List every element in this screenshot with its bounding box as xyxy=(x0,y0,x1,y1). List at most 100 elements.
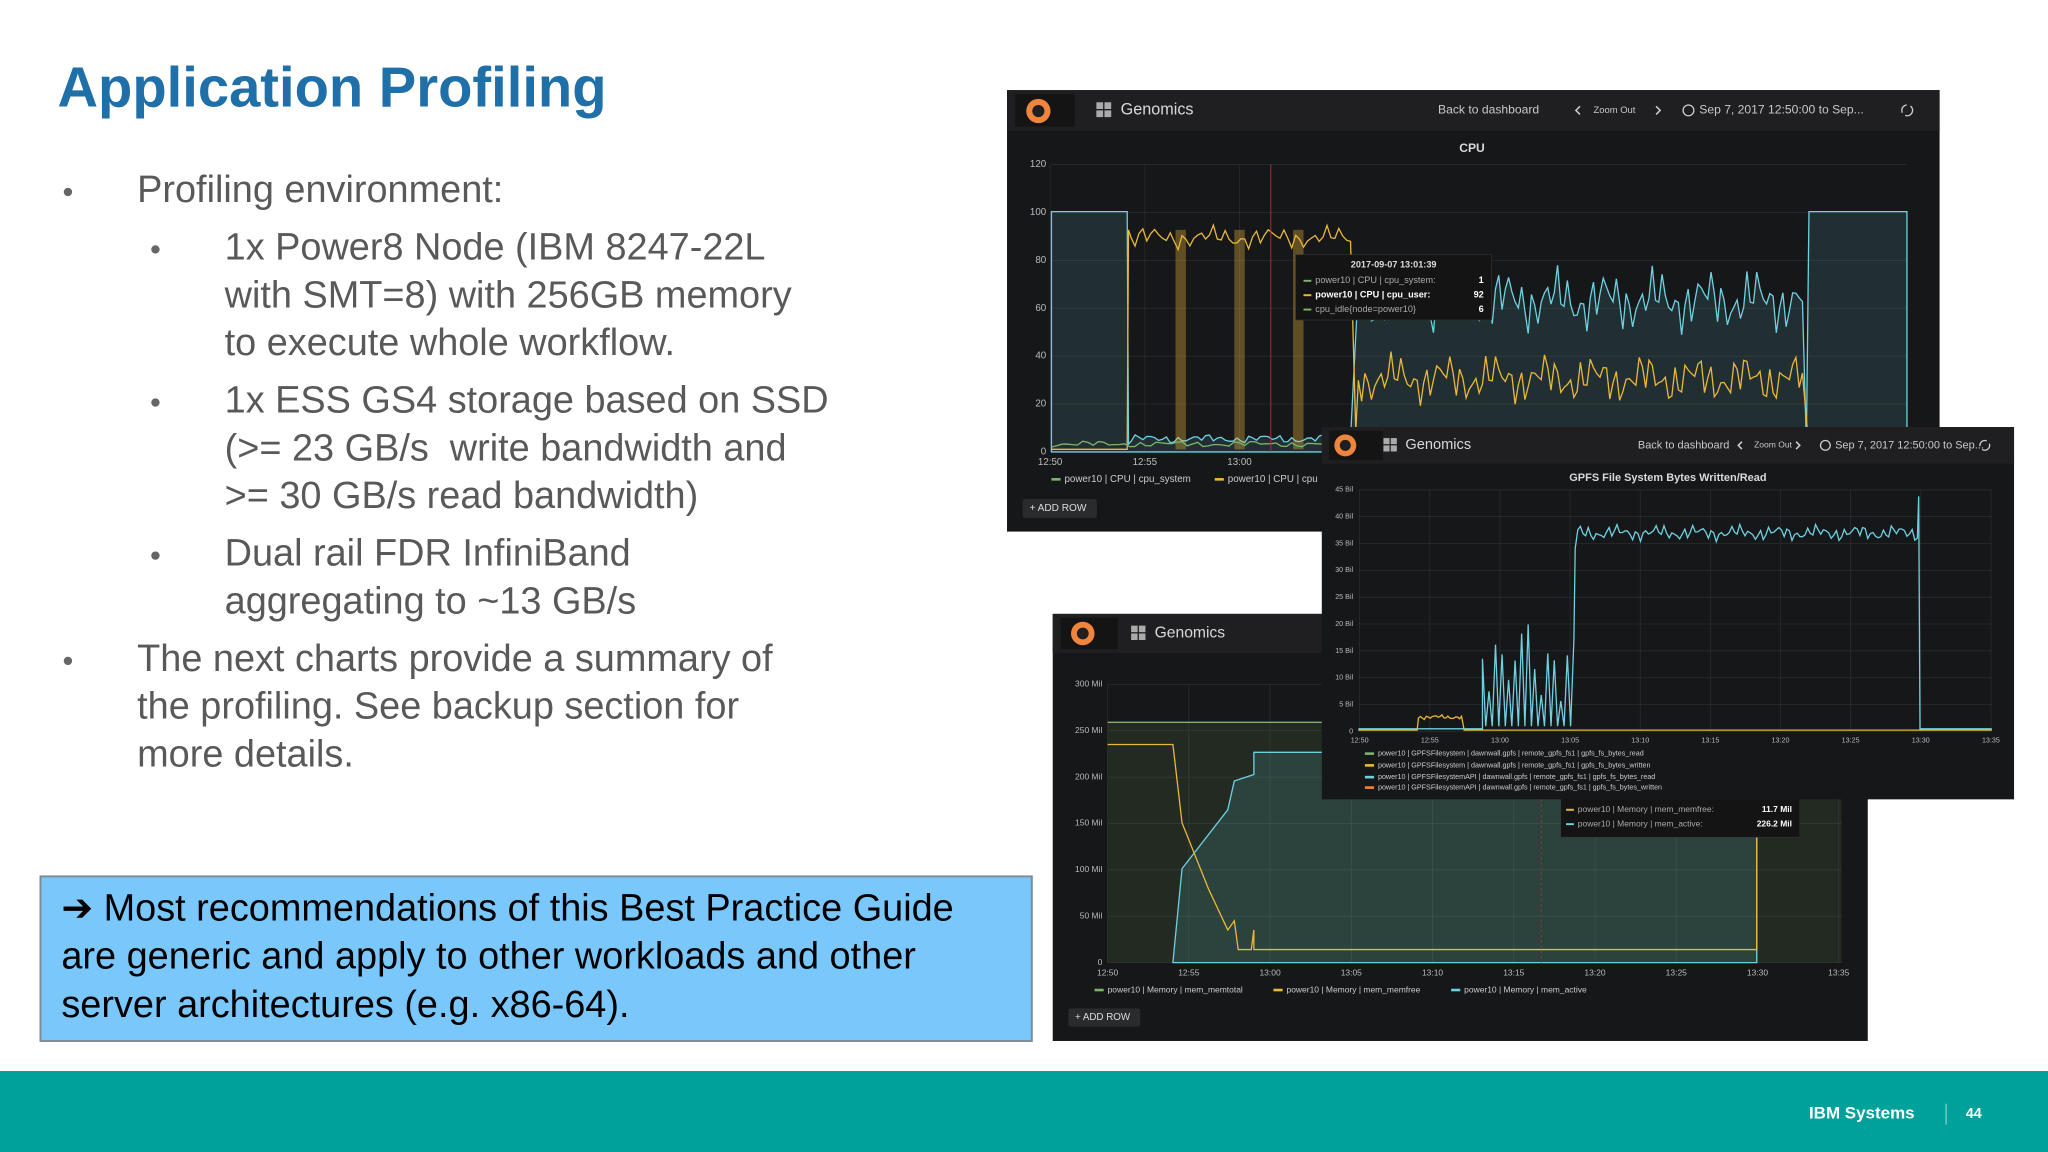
legend-label: power10 | CPU | cpu xyxy=(1228,474,1318,485)
grafana-logo-inner xyxy=(1076,627,1089,640)
trace-line xyxy=(1107,743,1842,951)
grafana-logo-inner xyxy=(1339,439,1351,451)
bullet-text: Profiling environment: xyxy=(137,169,503,211)
x-tick-label: 13:35 xyxy=(1828,967,1849,977)
x-tick-label: 13:10 xyxy=(1422,967,1443,977)
add-row-button xyxy=(1068,1008,1141,1027)
sub-bullet-text: to execute whole workflow. xyxy=(225,322,675,364)
panel-title: CPU xyxy=(1459,141,1485,155)
time-range: Sep 7, 2017 12:50:00 to Sep... xyxy=(1835,439,1984,451)
chevron xyxy=(1655,105,1662,115)
sub-bullet-text: with SMT=8) with 256GB memory xyxy=(224,274,792,316)
dashboard-icon xyxy=(1131,633,1138,640)
clock-icon xyxy=(1819,439,1831,451)
dashboard-icon xyxy=(1383,445,1390,452)
legend-label: power10 | Memory | mem_active xyxy=(1464,984,1587,994)
dashboard-name: Genomics xyxy=(1121,101,1194,119)
sub-bullet-dot xyxy=(151,398,160,407)
y-tick-label: 200 Mil xyxy=(1075,771,1102,781)
callout-text: are generic and apply to other workloads… xyxy=(61,936,915,978)
trace-line xyxy=(1051,223,1907,450)
legend-label: power10 | Memory | mem_memfree xyxy=(1287,984,1421,994)
dashboard-icon xyxy=(1096,110,1104,118)
dashboard-icon xyxy=(1138,633,1146,640)
page-number: 44 xyxy=(1966,1106,1982,1122)
y-tick-label: 150 Mil xyxy=(1075,818,1102,828)
sub-bullet-text: (>= 23 GB/s write bandwidth and xyxy=(225,427,787,469)
dashboard-bg xyxy=(1321,427,2015,800)
sub-bullet-text: 1x Power8 Node (IBM 8247-22L xyxy=(225,226,766,268)
chevron xyxy=(1737,441,1743,450)
legend-label: power10 | GPFSFilesystem | dawnwall.gpfs… xyxy=(1378,750,1644,758)
y-tick-label: 30 Bil xyxy=(1335,566,1353,574)
add-row-button xyxy=(1022,498,1097,518)
dashboard-icon xyxy=(1138,625,1146,633)
x-tick-label: 12:50 xyxy=(1097,967,1118,977)
y-tick-label: 100 Mil xyxy=(1075,864,1102,874)
y-tick-label: 40 Bil xyxy=(1335,513,1353,521)
refresh-icon xyxy=(1901,104,1914,117)
trace-band xyxy=(1234,229,1245,450)
y-tick-label: 80 xyxy=(1035,255,1046,266)
trace-line xyxy=(1358,496,1992,730)
tooltip-value: 226.2 Mil xyxy=(1757,818,1792,828)
y-tick-label: 250 Mil xyxy=(1075,725,1102,735)
chevron xyxy=(1795,441,1801,450)
bullet-text: more details. xyxy=(137,734,354,776)
x-tick-label: 13:00 xyxy=(1259,967,1280,977)
y-tick-label: 50 Mil xyxy=(1080,910,1103,920)
panel-title: GPFS File System Bytes Written/Read xyxy=(1569,472,1766,484)
y-tick-label: 10 Bil xyxy=(1335,674,1353,682)
legend-label: power10 | GPFSFilesystemAPI | dawnwall.g… xyxy=(1378,773,1655,781)
y-tick-label: 100 xyxy=(1030,207,1047,218)
x-tick-label: 13:15 xyxy=(1701,736,1719,744)
tooltip-box xyxy=(1560,797,1801,838)
y-tick-label: 0 xyxy=(1349,727,1353,735)
x-tick-label: 13:25 xyxy=(1842,736,1860,744)
tooltip-time: 2017-09-07 13:01:39 xyxy=(1351,260,1437,270)
tooltip-value: 6 xyxy=(1479,304,1484,314)
sub-bullet-text: aggregating to ~13 GB/s xyxy=(225,580,636,622)
callout-text: server architectures (e.g. x86-64). xyxy=(61,984,629,1026)
y-tick-label: 60 xyxy=(1035,303,1046,314)
dashboard-icon xyxy=(1383,438,1390,445)
y-tick-label: 0 xyxy=(1041,447,1047,458)
tooltip-box xyxy=(1295,254,1492,321)
x-tick-label: 13:25 xyxy=(1666,967,1687,977)
dashboard-toolbar xyxy=(1321,427,2015,464)
x-tick-label: 13:20 xyxy=(1772,736,1790,744)
x-tick-label: 12:55 xyxy=(1133,457,1158,468)
dashboard-name: Genomics xyxy=(1155,625,1226,642)
time-range: Sep 7, 2017 12:50:00 to Sep... xyxy=(1699,103,1864,117)
y-tick-label: 45 Bil xyxy=(1335,486,1353,494)
x-tick-label: 13:15 xyxy=(1503,967,1524,977)
x-tick-label: 12:55 xyxy=(1421,736,1439,744)
sub-bullet-text: >= 30 GB/s read bandwidth) xyxy=(225,475,699,517)
tooltip-label: power10 | Memory | mem_memfree: xyxy=(1578,804,1714,814)
y-tick-label: 5 Bil xyxy=(1339,700,1353,708)
sub-bullet-text: 1x ESS GS4 storage based on SSD xyxy=(225,380,829,422)
dashboard-gpfs: Genomics Back to dashboard Zoom Out Sep 7, … xyxy=(1321,427,2015,800)
y-tick-label: 0 xyxy=(1098,957,1103,967)
dashboard-icon xyxy=(1390,445,1397,452)
dashboard-icon xyxy=(1096,102,1104,110)
bullet-text: the profiling. See backup section for xyxy=(137,686,739,728)
tooltip-label: power10 | CPU | cpu_system: xyxy=(1315,275,1435,285)
x-tick-label: 13:35 xyxy=(1982,736,2000,744)
x-tick-label: 13:30 xyxy=(1747,967,1768,977)
legend-label: power10 | Memory | mem_memtotal xyxy=(1108,984,1243,994)
tooltip-value: 11.7 Mil xyxy=(1762,804,1792,814)
x-tick-label: 13:05 xyxy=(1341,967,1362,977)
dashboard-icon xyxy=(1131,625,1138,633)
x-tick-label: 13:05 xyxy=(1561,736,1579,744)
x-tick-label: 13:20 xyxy=(1584,967,1605,977)
footer-bar xyxy=(0,1071,2048,1152)
trace-line xyxy=(1358,713,1992,731)
grafana-logo-inner xyxy=(1032,104,1045,118)
chevron xyxy=(1574,105,1581,115)
dashboard-icon xyxy=(1104,102,1112,110)
bullet-dot xyxy=(63,656,73,666)
callout-text: ➔ Most recommendations of this Best Prac… xyxy=(61,887,953,929)
trace-band xyxy=(1175,229,1186,450)
